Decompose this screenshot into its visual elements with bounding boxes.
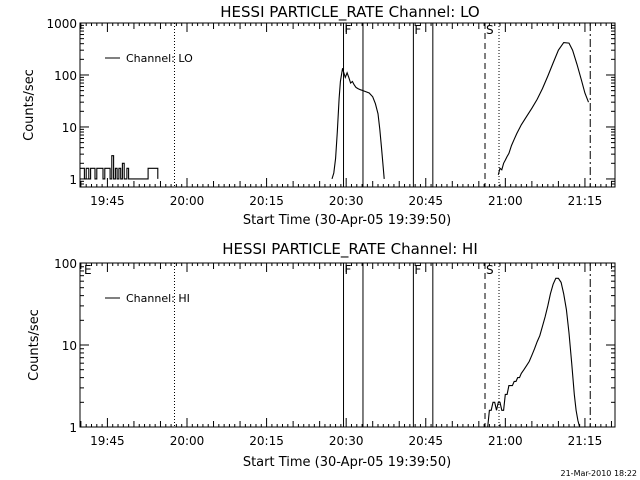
data-series-line [487,277,581,428]
chart-panel-lo: HESSI PARTICLE_RATE Channel: LO F F S Chan… [22,3,616,228]
y-tick-label: 1 [69,421,77,435]
x-tick-label: 20:00 [170,194,205,208]
x-tick-label: 21:15 [568,194,603,208]
y-axis-label: Counts/sec [22,69,37,141]
plot-frame [79,22,616,188]
x-tick-label: 20:00 [170,434,205,448]
x-tick-label: 20:15 [249,194,284,208]
marker-flag: F [345,263,352,277]
data-series-line [497,42,590,175]
legend-entry: Channel: HI [126,292,190,305]
chart-title: HESSI PARTICLE_RATE Channel: LO [220,3,479,22]
x-tick-label: 19:45 [90,194,125,208]
data-series-line [331,68,385,180]
x-tick-label: 20:30 [329,434,364,448]
x-tick-label: 20:45 [408,434,443,448]
y-tick-label: 100 [54,69,77,83]
x-tick-label: 21:15 [568,434,603,448]
x-tick-label: 20:45 [408,194,443,208]
marker-flag: E [84,263,92,277]
x-tick-label: 20:30 [329,194,364,208]
legend-entry: Channel: LO [126,52,193,65]
x-axis-label: Start Time (30-Apr-05 19:39:50) [243,213,451,228]
chart-panel-hi: HESSI PARTICLE_RATE Channel: HI E F F S Cha… [27,240,616,470]
footer-timestamp: 21-Mar-2010 18:22 [561,469,638,478]
marker-flag: S [486,263,494,277]
y-tick-label: 1000 [46,17,77,31]
x-tick-label: 20:15 [249,434,284,448]
marker-flag: F [414,263,421,277]
y-tick-label: 10 [62,121,77,135]
y-tick-label: 10 [62,339,77,353]
y-axis-label: Counts/sec [27,309,42,381]
legend: Channel: LO [105,52,193,65]
marker-flag: F [414,23,421,37]
y-tick-label: 1 [69,173,77,187]
x-axis-label: Start Time (30-Apr-05 19:39:50) [243,455,451,470]
legend: Channel: HI [105,292,190,305]
chart-title: HESSI PARTICLE_RATE Channel: HI [222,240,478,259]
marker-flag: S [486,23,494,37]
x-tick-label: 21:00 [488,434,523,448]
x-tick-label: 19:45 [90,434,125,448]
y-tick-label: 100 [54,257,77,271]
data-series-line [80,155,159,180]
marker-flag: F [345,23,352,37]
x-tick-label: 21:00 [488,194,523,208]
